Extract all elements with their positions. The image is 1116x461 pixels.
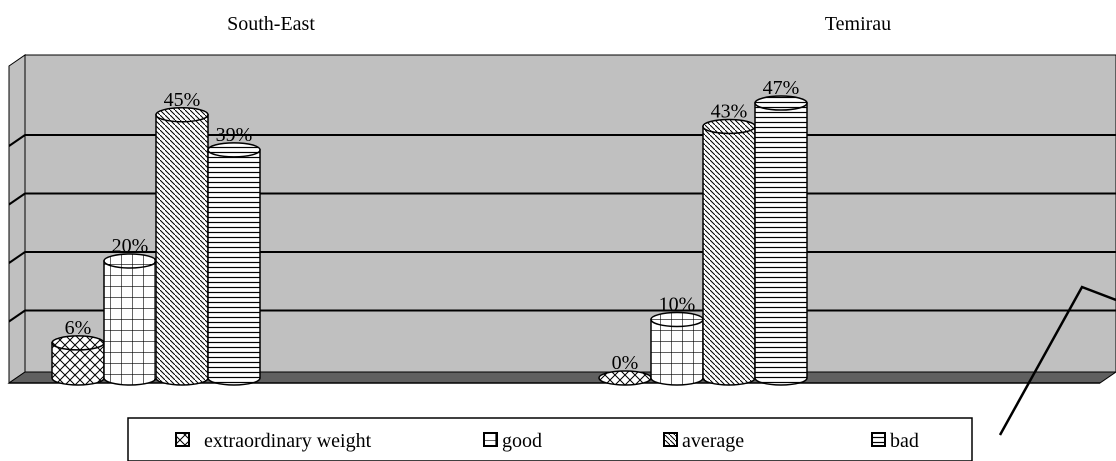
bar — [103, 253, 157, 386]
data-label: 10% — [659, 294, 696, 316]
data-label: 45% — [164, 89, 201, 111]
bars — [51, 95, 808, 386]
legend-item: average — [663, 430, 744, 452]
bar — [702, 118, 756, 386]
gridline-side — [8, 251, 26, 264]
data-label: 20% — [112, 235, 149, 257]
category-title: South-East — [227, 13, 315, 35]
bar — [51, 335, 105, 386]
category-titles: South-East Temirau — [227, 13, 891, 35]
data-label: 43% — [711, 100, 748, 122]
legend-label: average — [682, 430, 744, 452]
bar — [155, 107, 209, 386]
legend-label: extraordinary weight — [204, 430, 372, 452]
legend-label: good — [502, 430, 542, 452]
legend-item: bad — [871, 430, 919, 452]
legend: extraordinary weight good average bad — [127, 417, 973, 461]
legend-swatch — [663, 432, 678, 447]
gridline-side — [8, 192, 26, 206]
legend-label: bad — [890, 430, 919, 452]
gridline-side — [8, 309, 26, 323]
bar — [754, 95, 808, 386]
legend-item: good — [483, 430, 542, 452]
data-labels: 6% 20% 45% 39% 0% 10% 43% 47% — [65, 77, 800, 374]
legend-swatch — [483, 432, 498, 447]
legend-swatch — [871, 432, 886, 447]
legend-swatch — [175, 432, 190, 447]
data-label: 6% — [65, 317, 92, 339]
gridline-side — [8, 134, 26, 147]
legend-item: extraordinary weight — [175, 430, 372, 452]
bar — [650, 311, 704, 386]
data-label: 47% — [763, 77, 800, 99]
legend-box — [127, 417, 973, 461]
side-wall — [8, 54, 26, 384]
data-label: 0% — [612, 352, 639, 374]
category-title: Temirau — [825, 13, 891, 35]
watermark-corner-mark — [998, 285, 1116, 436]
bar — [207, 142, 261, 386]
data-label: 39% — [216, 124, 253, 146]
